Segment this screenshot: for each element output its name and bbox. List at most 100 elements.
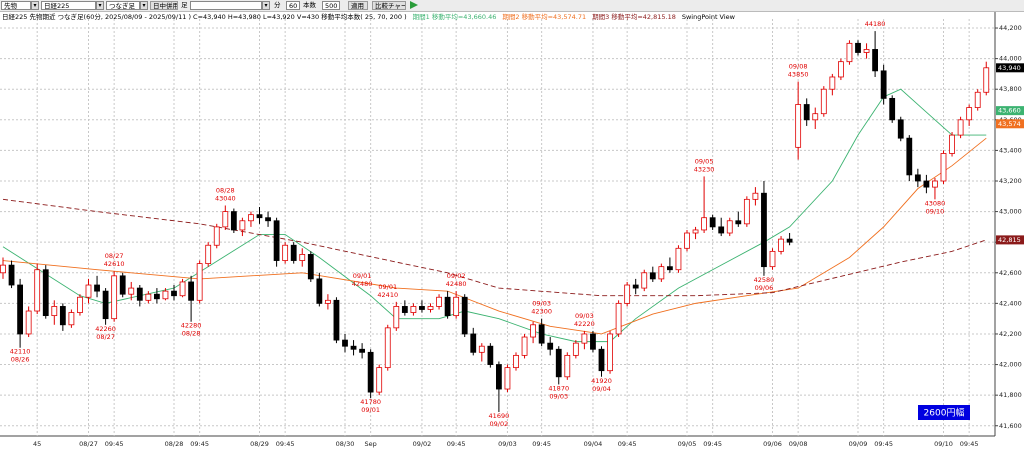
candle-body [590,333,596,350]
candle-body [162,290,169,300]
candle-body [923,180,930,188]
swing-value: 43040 [215,194,236,202]
candle-body [42,269,49,317]
y-tick-label: 43,000 [999,208,1022,216]
y-tick-label: 42,400 [999,299,1022,307]
swing-date: 09/01 [361,406,380,414]
price-tag [996,106,1024,116]
interval-input[interactable]: 60 [286,1,300,10]
session-button[interactable]: 日中併用 [150,1,178,10]
candle-body [239,220,246,231]
y-tick-label: 42,600 [999,269,1022,277]
dropdown-arrow[interactable]: ▾ [31,1,39,10]
candle-body [102,290,109,320]
candle-body [256,214,263,219]
y-tick-label: 43,800 [999,85,1022,93]
candle-body [487,345,494,365]
range-badge-label: 2600円幅 [924,407,965,419]
moving-average-line [2,137,987,335]
candle-body [530,324,536,338]
candle-body [829,76,836,90]
candle-body [350,345,357,350]
swing-value: 41690 [489,412,510,420]
moving-average-line [2,88,987,343]
legend-entry: 期間3 移動平均=42,815.18 [592,13,676,21]
candle-body [675,247,682,271]
candle-body [436,296,442,307]
period-select[interactable] [190,1,262,10]
swing-date: 09/02 [447,272,466,280]
apply-button[interactable]: 適用 [348,1,368,10]
candle-body [658,266,665,280]
swing-value: 42300 [531,308,552,316]
candle-body [34,269,41,312]
candle-body [624,284,631,304]
x-tick-label: 09:45 [276,440,295,448]
y-tick-label: 41,600 [999,422,1022,430]
candle-body [940,153,947,182]
candle-body [273,220,280,261]
dropdown-arrow[interactable]: ▾ [262,1,270,10]
swing-date: 09/03 [549,392,568,400]
candle-body [307,254,314,280]
candle-body [889,97,896,121]
y-tick-label: 43,400 [999,146,1022,154]
candle-body [68,312,75,326]
x-tick-label: 09:45 [703,440,722,448]
candle-body [205,244,212,265]
candle-body [513,354,519,369]
y-tick-label: 41,800 [999,391,1022,399]
swing-value: 42480 [446,280,467,288]
swing-date: 09/06 [755,284,774,292]
candle-body [213,226,220,246]
candle-body [342,339,348,347]
series-select[interactable]: つなぎ足 [106,1,140,10]
candle-body [478,345,485,353]
candle-body [820,88,827,115]
x-tick-label: 09/09 [849,440,868,448]
market-select[interactable]: 先物 [1,1,31,10]
x-tick-label: 09/04 [584,440,603,448]
symbol-select[interactable]: 日経225 [41,1,96,10]
candle-body [855,42,861,53]
swing-value: 42220 [574,320,595,328]
candle-body [128,287,135,295]
candle-body [778,238,784,252]
x-tick-label: 09/06 [763,440,782,448]
candle-body [188,281,195,301]
candle-body [410,306,417,313]
candle-body [786,238,793,243]
swing-date: 08/27 [96,333,115,341]
candle-body [401,306,408,313]
candle-body [795,104,802,148]
candle-body [77,296,83,313]
chart-header: 日経225 先物期近 つなぎ足(60分, 2025/08/09 - 2025/0… [2,12,735,22]
compare-button[interactable]: 比較チャート [372,1,406,10]
candle-body [461,296,468,335]
candle-body [367,351,374,393]
candle-body [419,306,425,310]
x-tick-label: 09:45 [447,440,466,448]
candle-body [265,217,271,222]
candle-body [906,137,913,176]
candle-body [282,244,289,261]
candle-body [299,254,306,261]
candle-body [171,290,177,297]
play-button[interactable] [410,1,418,9]
candle-body [761,192,767,268]
swing-date: 08/27 [105,252,124,260]
candle-body [966,107,973,121]
candle-body [726,220,733,234]
dropdown-arrow[interactable]: ▾ [96,1,104,10]
candle-body [743,198,750,225]
swing-value: 43850 [788,71,809,79]
swing-date: 09/01 [353,272,372,280]
dropdown-arrow[interactable]: ▾ [140,1,148,10]
count-input[interactable]: 500 [322,1,340,10]
candle-body [290,244,297,261]
candle-body [572,342,579,356]
swing-date: 08/28 [182,330,201,338]
swing-value: 41920 [591,377,612,385]
x-tick-label: 09:45 [960,440,979,448]
chart-info: 日経225 先物期近 つなぎ足(60分, 2025/08/09 - 2025/0… [2,13,407,21]
